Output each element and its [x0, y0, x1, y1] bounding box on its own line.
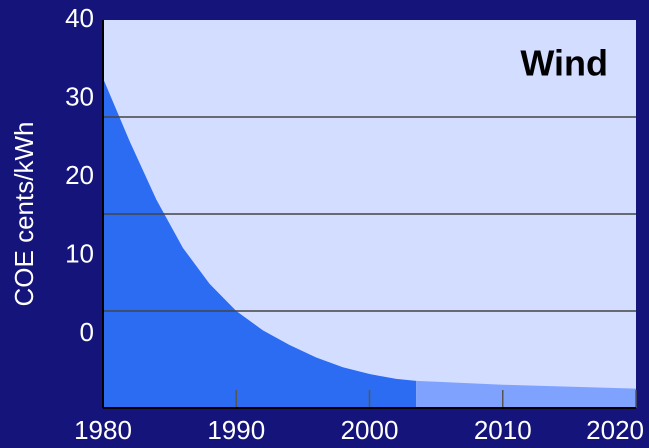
x-tick-label: 2010: [474, 415, 532, 445]
y-tick-label: 20: [65, 160, 94, 190]
area: [103, 78, 417, 408]
x-tick-label: 1990: [207, 415, 265, 445]
x-tick-label: 2020: [586, 415, 644, 445]
area: [416, 380, 636, 408]
y-tick-label: 0: [80, 317, 94, 347]
chart-title: Wind: [520, 43, 608, 84]
y-tick-label: 10: [65, 238, 94, 268]
x-tick-label: 1980: [74, 415, 132, 445]
y-tick-label: 30: [65, 81, 94, 111]
y-axis-label: COE cents/kWh: [9, 122, 39, 307]
y-tick-label: 40: [65, 3, 94, 33]
x-tick-label: 2000: [341, 415, 399, 445]
